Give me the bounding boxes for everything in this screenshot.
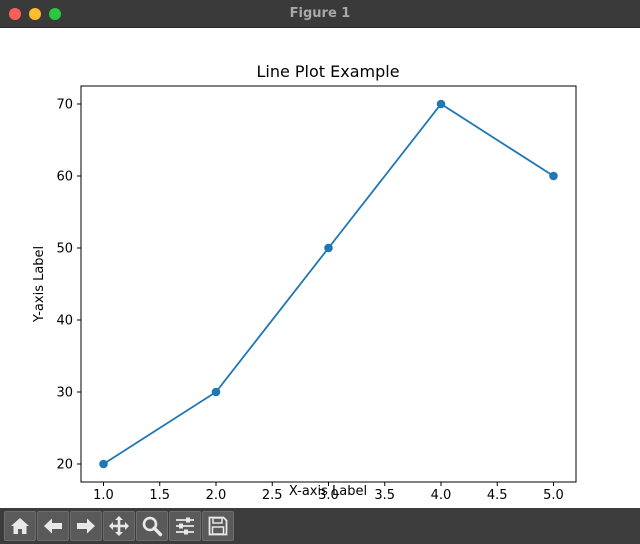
save-button[interactable] (202, 511, 234, 541)
home-icon (11, 518, 29, 534)
window-titlebar: Figure 1 (0, 0, 640, 28)
move-icon (109, 516, 129, 536)
data-point (549, 171, 558, 181)
close-window-button[interactable] (9, 8, 21, 20)
x-tick-label: 1.5 (149, 488, 170, 503)
y-tick-label: 40 (56, 314, 73, 329)
pan-button[interactable] (103, 511, 135, 541)
y-tick-label: 70 (56, 98, 73, 113)
data-point (211, 387, 221, 397)
magnifier-icon (142, 516, 163, 537)
back-button[interactable] (37, 511, 69, 541)
home-button[interactable] (4, 511, 36, 541)
arrow-right-icon (77, 518, 95, 534)
maximize-window-button[interactable] (49, 8, 61, 20)
x-tick-label: 4.5 (487, 488, 508, 503)
plot-area (80, 85, 577, 483)
x-tick-label: 3.0 (318, 488, 339, 503)
x-tick-label: 4.0 (431, 488, 452, 503)
figure-canvas: Line Plot Example 1.0 1.5 2.0 2.5 3.0 3.5 4.0 4… (0, 28, 640, 508)
window-title: Figure 1 (289, 6, 351, 21)
zoom-button[interactable] (136, 511, 168, 541)
y-tick-label: 50 (56, 242, 73, 257)
x-tick-label: 2.0 (206, 488, 227, 503)
minimize-window-button[interactable] (29, 8, 41, 20)
forward-button[interactable] (70, 511, 102, 541)
configure-subplots-button[interactable] (169, 511, 201, 541)
floppy-disk-icon (208, 516, 228, 536)
y-axis-label: Y-axis Label (32, 246, 47, 323)
y-axis-ticks: 20 30 40 50 60 70 (56, 98, 81, 473)
x-axis-label: X-axis Label (289, 484, 367, 499)
y-tick-label: 20 (56, 458, 73, 473)
x-axis-ticks: 1.0 1.5 2.0 2.5 3.0 3.5 4.0 4.5 5.0 (93, 482, 564, 503)
chart-title: Line Plot Example (256, 62, 399, 81)
y-tick-label: 60 (56, 170, 73, 185)
x-tick-label: 5.0 (543, 488, 564, 503)
arrow-left-icon (44, 518, 62, 534)
data-point (436, 99, 446, 109)
x-tick-label: 1.0 (93, 488, 114, 503)
x-tick-label: 3.5 (374, 488, 395, 503)
x-tick-label: 2.5 (262, 488, 283, 503)
line-chart: Line Plot Example 1.0 1.5 2.0 2.5 3.0 3.5 4.0 4… (32, 62, 577, 503)
navigation-toolbar (0, 508, 640, 544)
data-point (324, 243, 333, 253)
y-tick-label: 30 (56, 386, 73, 401)
sliders-icon (176, 517, 194, 535)
series-group (99, 99, 558, 469)
data-point (99, 459, 108, 469)
